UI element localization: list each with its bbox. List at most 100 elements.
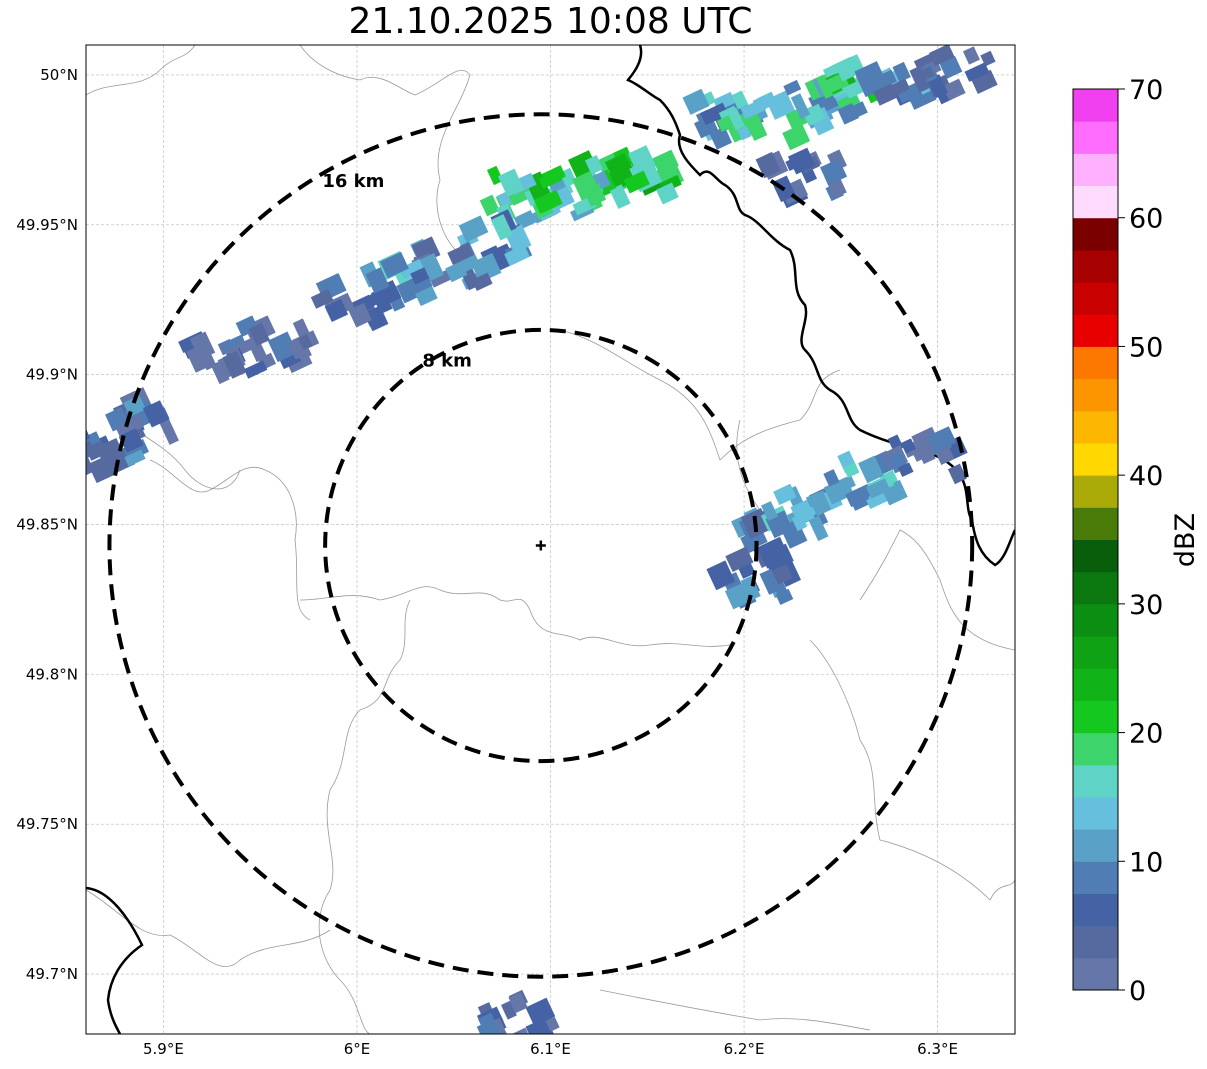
x-tick-label: 5.9°E — [143, 1040, 184, 1058]
echo-patch — [939, 55, 963, 79]
colorbar-bin — [1073, 861, 1118, 894]
echo-patch — [609, 184, 631, 210]
echo-patch — [964, 62, 990, 82]
regional-boundary — [736, 419, 761, 511]
colorbar-bin — [1073, 507, 1118, 540]
echo-patch — [740, 575, 761, 602]
colorbar-bin — [1073, 475, 1118, 508]
echo-patch — [210, 360, 230, 385]
echo-patch — [738, 563, 756, 579]
colorbar-tick-label: 50 — [1129, 332, 1163, 363]
echo-patch — [445, 261, 468, 283]
y-tick-label: 49.75°N — [16, 815, 78, 833]
colorbar-bin — [1073, 539, 1118, 573]
y-tick-label: 49.85°N — [16, 516, 78, 534]
echo-patch — [534, 190, 563, 215]
x-tick-label: 6.3°E — [917, 1040, 958, 1058]
colorbar-tick-label: 0 — [1129, 976, 1146, 1007]
echo-patch — [737, 125, 752, 141]
colorbar-bin — [1073, 346, 1118, 380]
x-tick-label: 6.2°E — [724, 1040, 765, 1058]
colorbar-bin — [1073, 121, 1118, 154]
colorbar-bin — [1073, 668, 1118, 701]
rain-cell — [816, 54, 900, 104]
echo-patch — [490, 214, 513, 241]
echo-patch — [87, 455, 116, 484]
y-tick-label: 50°N — [40, 66, 78, 84]
range-rings: 8 km 16 km — [107, 112, 975, 979]
colorbar: 0 10 20 30 40 50 60 70 dBZ — [1072, 75, 1201, 1007]
regional-boundary — [599, 989, 871, 1031]
figure-title: 21.10.2025 10:08 UTC — [348, 1, 753, 42]
echo-patch — [783, 79, 802, 96]
colorbar-bin — [1073, 764, 1118, 798]
echo-patch — [297, 334, 313, 350]
colorbar-tick-label: 10 — [1129, 847, 1163, 878]
echo-patch — [927, 426, 957, 453]
echo-patch — [927, 74, 948, 99]
echo-patch — [901, 438, 916, 454]
echo-patch — [525, 997, 556, 1027]
echo-patch — [458, 215, 489, 243]
echo-patch — [947, 463, 967, 485]
echo-patch — [159, 418, 179, 445]
echo-patch — [479, 194, 500, 217]
colorbar-label: dBZ — [1170, 513, 1201, 567]
x-tick-label: 6°E — [344, 1040, 371, 1058]
echo-patch — [682, 88, 710, 115]
colorbar-bin — [1073, 925, 1118, 959]
echo-patch — [198, 348, 217, 371]
regional-boundary — [149, 459, 311, 621]
echo-patch — [584, 155, 604, 175]
echo-patch — [477, 1012, 501, 1034]
radar-echoes — [86, 45, 998, 1034]
echo-patch — [504, 244, 530, 267]
echo-patch — [538, 170, 563, 189]
echo-patch — [709, 126, 733, 150]
echo-patch — [222, 350, 247, 379]
echo-patch — [740, 98, 767, 120]
echo-patch — [942, 78, 966, 101]
y-tick-label: 49.7°N — [26, 965, 78, 983]
regional-boundary — [809, 639, 1015, 901]
colorbar-tick-label: 40 — [1129, 461, 1163, 492]
echo-patch — [363, 305, 389, 332]
colorbar-bin — [1073, 571, 1118, 605]
echo-patch — [310, 289, 334, 309]
echo-patch — [471, 272, 493, 292]
ring-label: 16 km — [322, 171, 384, 192]
echo-patch — [545, 1016, 560, 1032]
national-border — [625, 45, 1015, 567]
echo-patch — [725, 546, 754, 573]
echo-patch — [623, 170, 650, 194]
colorbar-bin — [1073, 185, 1118, 219]
colorbar-bin — [1073, 603, 1118, 637]
map-frame — [85, 44, 1016, 1035]
echo-patch — [843, 462, 860, 478]
range-ring — [323, 327, 759, 764]
echo-patch — [243, 360, 268, 379]
echo-patch — [348, 303, 373, 328]
rain-cell — [310, 267, 402, 332]
echo-patch — [970, 69, 998, 94]
echo-patch — [124, 449, 146, 467]
y-tick-label: 49.95°N — [16, 216, 78, 234]
echo-patch — [761, 501, 778, 522]
colorbar-bin — [1073, 636, 1118, 669]
echo-patch — [858, 455, 884, 484]
echo-patch — [512, 1027, 532, 1034]
echo-patch — [755, 151, 781, 179]
echo-patch — [802, 103, 826, 127]
radar-center-marker — [535, 540, 546, 551]
regional-boundary — [559, 329, 841, 461]
axis-ticks: 5.9°E 6°E 6.1°E 6.2°E 6.3°E 50°N 49.95°N 49.9°N… — [16, 66, 958, 1058]
echo-patch — [119, 428, 144, 453]
echo-patch — [790, 93, 811, 119]
echo-patch — [773, 483, 797, 506]
echo-patch — [656, 182, 679, 205]
echo-patch — [497, 168, 525, 197]
colorbar-bin — [1073, 282, 1118, 315]
echo-patch — [583, 183, 607, 207]
